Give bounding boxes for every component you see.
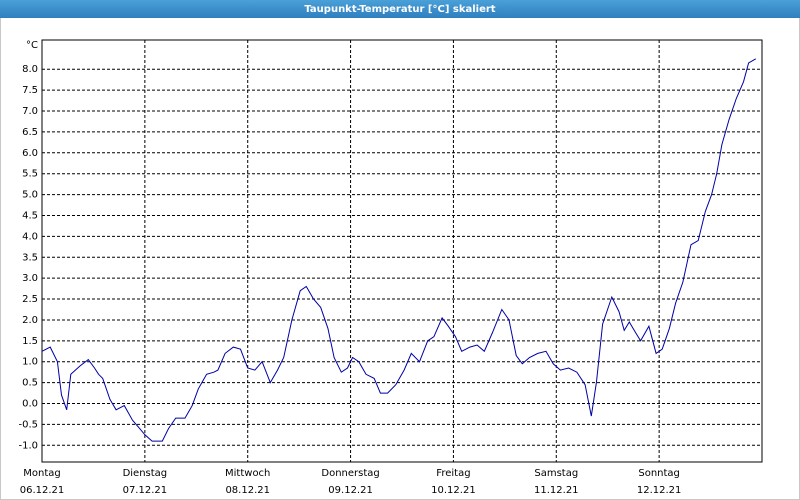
y-tick-label: 7.0	[22, 106, 38, 117]
x-tick-date: 10.12.21	[431, 485, 476, 496]
x-tick-day: Freitag	[436, 468, 470, 479]
x-tick-date: 09.12.21	[328, 485, 373, 496]
title-bar	[0, 0, 800, 18]
y-axis-label: °C	[26, 40, 38, 51]
y-tick-label: -1.0	[18, 440, 38, 451]
plot-area	[41, 39, 763, 463]
y-tick-label: 3.5	[22, 252, 38, 263]
x-tick-date: 12.12.21	[637, 485, 682, 496]
y-tick-label: 7.5	[22, 85, 38, 96]
chart-title: Taupunkt-Temperatur [°C] skaliert	[304, 4, 495, 15]
y-tick-label: -0.5	[18, 419, 38, 430]
y-tick-label: 5.5	[22, 169, 38, 180]
y-tick-label: 5.0	[22, 190, 38, 201]
x-tick-date: 07.12.21	[123, 485, 168, 496]
y-tick-label: 1.0	[22, 357, 38, 368]
x-tick-date: 08.12.21	[225, 485, 270, 496]
x-tick-day: Dienstag	[123, 468, 168, 479]
x-tick-day: Samstag	[534, 468, 578, 479]
y-tick-label: 2.0	[22, 315, 38, 326]
x-tick-day: Montag	[23, 468, 60, 479]
x-tick-date: 06.12.21	[20, 485, 65, 496]
y-tick-label: 2.5	[22, 294, 38, 305]
y-tick-label: 1.5	[22, 336, 38, 347]
y-tick-label: 6.5	[22, 127, 38, 138]
y-tick-label: 8.0	[22, 64, 38, 75]
y-tick-label: 0.5	[22, 378, 38, 389]
x-tick-day: Donnerstag	[321, 468, 379, 479]
y-tick-label: 6.0	[22, 148, 38, 159]
x-tick-day: Mittwoch	[225, 468, 270, 479]
data-line	[41, 58, 757, 442]
x-tick-day: Sonntag	[638, 468, 680, 479]
y-tick-label: 3.0	[22, 273, 38, 284]
y-tick-label: 0.0	[22, 399, 38, 410]
x-tick-date: 11.12.21	[534, 485, 579, 496]
y-tick-label: 4.5	[22, 210, 38, 221]
y-tick-label: 4.0	[22, 231, 38, 242]
